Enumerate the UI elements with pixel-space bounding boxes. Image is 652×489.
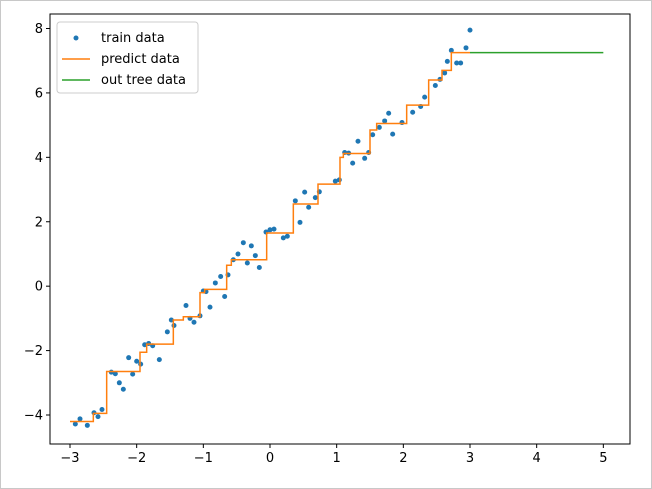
y-tick-label: 4 bbox=[35, 151, 43, 166]
x-tick-label: −3 bbox=[60, 451, 79, 466]
train-data-point bbox=[386, 110, 392, 116]
legend-marker-train bbox=[73, 35, 79, 41]
x-tick-label: −2 bbox=[127, 451, 146, 466]
y-tick-label: −4 bbox=[24, 409, 43, 424]
train-data-point bbox=[235, 251, 241, 257]
train-data-point bbox=[458, 60, 464, 66]
x-tick-label: 4 bbox=[533, 451, 541, 466]
train-data-point bbox=[448, 47, 454, 53]
legend-box bbox=[56, 21, 199, 94]
train-data-point bbox=[126, 355, 132, 361]
train-data-point bbox=[312, 195, 318, 201]
train-data-point bbox=[271, 226, 277, 232]
train-data-point bbox=[183, 303, 189, 308]
train-data-point bbox=[72, 421, 78, 427]
train-data-point bbox=[292, 198, 298, 204]
train-data-point bbox=[362, 155, 368, 161]
y-tick-label: 6 bbox=[35, 86, 43, 101]
x-axis: −3 −2 −1 0 1 2 3 4 5 bbox=[60, 444, 607, 466]
train-data-point bbox=[156, 357, 162, 363]
train-data-point bbox=[463, 45, 469, 51]
train-data-point bbox=[77, 416, 83, 422]
train-data-point bbox=[467, 27, 473, 33]
train-data-point bbox=[222, 293, 228, 299]
legend-label-train: train data bbox=[101, 31, 165, 46]
x-tick-label: 2 bbox=[399, 451, 407, 466]
train-data-point bbox=[267, 227, 273, 233]
train-data-point bbox=[302, 189, 308, 195]
train-data-point bbox=[399, 120, 405, 126]
train-data-point bbox=[130, 371, 136, 377]
plot-frame bbox=[49, 13, 631, 445]
train-data-point bbox=[207, 304, 213, 310]
train-data-point bbox=[164, 329, 170, 335]
train-data-point bbox=[99, 407, 105, 413]
y-tick-label: 2 bbox=[35, 215, 43, 230]
train-data-point bbox=[332, 178, 338, 184]
train-data-point bbox=[284, 233, 290, 239]
train-data-point bbox=[410, 109, 416, 115]
train-data-point bbox=[442, 70, 448, 76]
y-tick-label: 0 bbox=[35, 280, 43, 295]
train-data-point bbox=[390, 131, 396, 137]
train-data-point bbox=[240, 240, 246, 246]
y-tick-label: −2 bbox=[24, 344, 43, 359]
train-data-point bbox=[248, 243, 254, 249]
x-tick-label: 3 bbox=[466, 451, 474, 466]
train-data-point bbox=[376, 124, 382, 130]
train-data-point bbox=[382, 118, 388, 124]
x-tick-label: 1 bbox=[333, 451, 341, 466]
train-data-point bbox=[218, 274, 224, 280]
train-data-point bbox=[116, 380, 122, 386]
train-data-point bbox=[212, 280, 218, 286]
y-axis: −4 −2 0 2 4 6 8 bbox=[24, 22, 50, 424]
legend: train data predict data out tree data bbox=[56, 21, 199, 94]
series-layer bbox=[70, 27, 604, 428]
train-data-point bbox=[112, 371, 118, 377]
train-data-point bbox=[350, 160, 356, 166]
y-tick-label: 8 bbox=[35, 22, 43, 37]
train-data-point bbox=[432, 83, 438, 89]
train-data-point bbox=[280, 235, 286, 241]
train-data-point bbox=[191, 319, 197, 325]
train-data-point bbox=[256, 264, 262, 270]
train-data-point bbox=[120, 386, 126, 392]
train-data-point bbox=[370, 132, 376, 138]
train-data-point bbox=[422, 94, 428, 100]
x-tick-label: 5 bbox=[599, 451, 607, 466]
train-data-point bbox=[134, 358, 140, 364]
train-data-point bbox=[454, 60, 460, 66]
train-data-point bbox=[355, 138, 361, 144]
train-data-point bbox=[84, 422, 90, 428]
legend-label-predict: predict data bbox=[101, 52, 180, 67]
legend-label-out-tree: out tree data bbox=[101, 73, 186, 88]
train-data-point bbox=[244, 260, 250, 266]
x-tick-label: −1 bbox=[194, 451, 213, 466]
train-data-point bbox=[306, 204, 312, 210]
x-tick-label: 0 bbox=[266, 451, 274, 466]
train-data-point bbox=[252, 253, 258, 259]
series-predict-data bbox=[70, 51, 470, 423]
train-data-point bbox=[297, 219, 303, 225]
predict-data-line bbox=[70, 51, 470, 423]
train-data-point bbox=[444, 58, 450, 64]
train-data-point bbox=[95, 414, 101, 420]
